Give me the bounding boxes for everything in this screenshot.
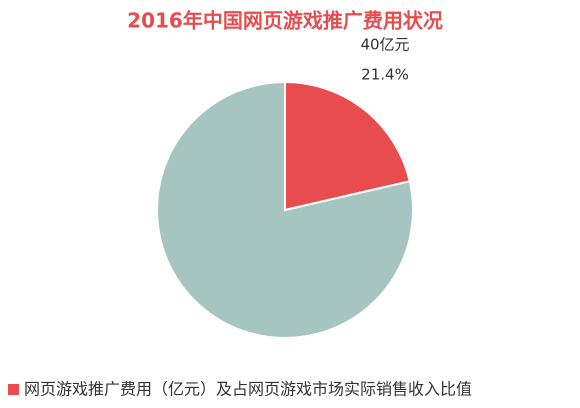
chart-title: 2016年中国网页游戏推广费用状况 <box>127 9 443 33</box>
pie-slice <box>156 80 414 339</box>
data-label: 21.4% <box>361 66 409 84</box>
annotation: 40亿元 <box>360 36 409 54</box>
legend-swatch <box>8 384 19 395</box>
legend-label: 网页游戏推广费用（亿元）及占网页游戏市场实际销售收入比值 <box>24 380 472 399</box>
pie-slice <box>284 80 411 212</box>
